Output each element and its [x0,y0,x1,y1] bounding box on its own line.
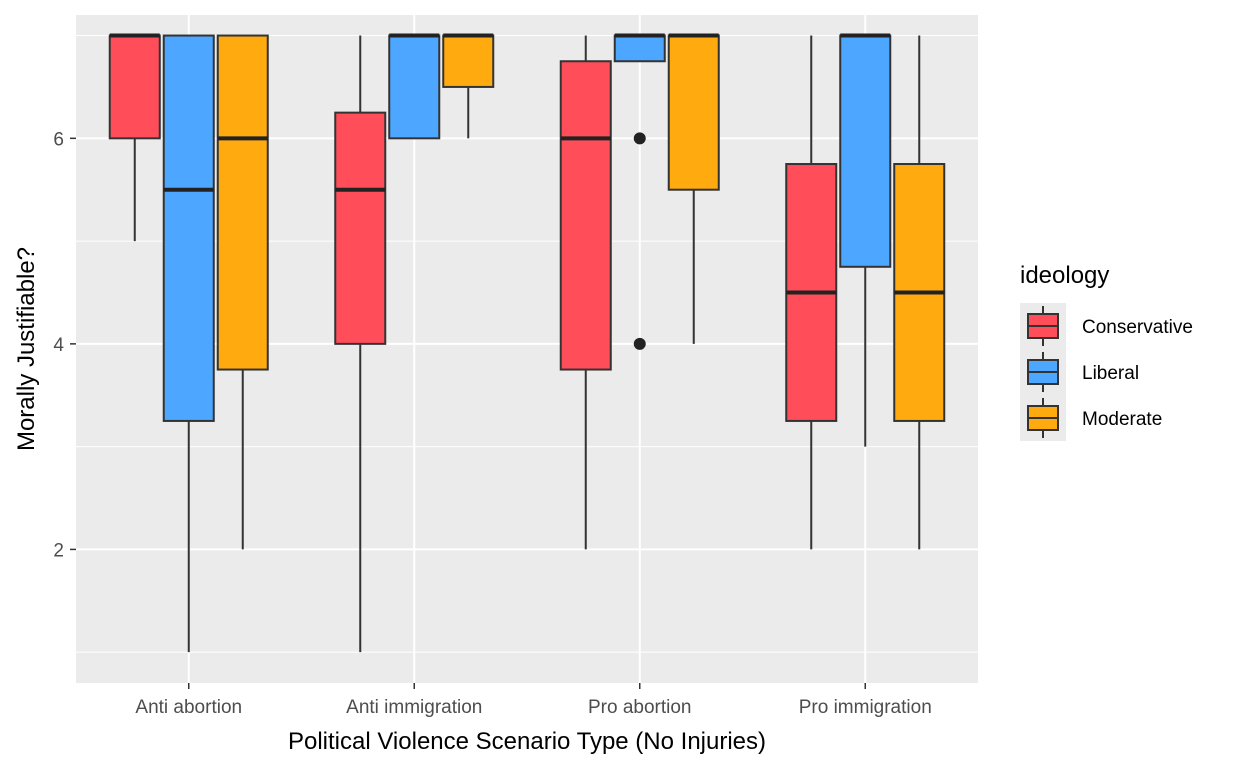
box-liberal-2 [613,33,666,350]
x-tick-label: Anti abortion [135,697,242,718]
box-conservative-3 [785,35,838,550]
x-tick-label: Pro immigration [799,697,932,718]
box-body [334,111,387,345]
box-body [108,34,161,140]
box-liberal-0 [162,34,215,653]
box-moderate-2 [667,33,720,344]
x-axis: Anti abortion Anti immigration Pro abortio… [135,683,932,718]
box-body [667,34,720,191]
legend-item-liberal: Liberal [1020,349,1139,395]
box-conservative-1 [334,35,387,653]
legend-item-moderate: Moderate [1020,395,1162,441]
x-tick-label: Anti immigration [346,697,482,718]
boxes-layer [108,33,946,653]
x-tick-label: Pro abortion [588,697,692,718]
y-axis: 2 4 6 [53,129,76,561]
legend: ideology Conservative Liberal Moderate [1020,262,1193,441]
box-body [388,34,441,140]
outlier-point [633,132,646,145]
legend-label: Conservative [1082,317,1193,338]
box-body [613,34,666,63]
y-tick-label: 6 [53,129,64,150]
y-tick-label: 4 [53,335,64,356]
box-moderate-0 [216,34,269,550]
x-axis-title: Political Violence Scenario Type (No Inj… [288,728,766,755]
box-moderate-1 [442,33,495,139]
y-tick-label: 2 [53,540,64,561]
box-body [442,34,495,88]
box-body [216,34,269,371]
box-conservative-0 [108,33,161,242]
outlier-point [633,337,646,350]
box-liberal-3 [839,33,892,447]
box-conservative-2 [559,35,612,550]
box-body [559,60,612,371]
y-axis-title: Morally Justifiable? [13,247,40,451]
box-body [839,34,892,268]
legend-label: Liberal [1082,363,1139,384]
legend-label: Moderate [1082,409,1162,430]
legend-title: ideology [1020,262,1109,289]
box-body [162,34,215,422]
box-liberal-1 [388,33,441,140]
legend-item-conservative: Conservative [1020,303,1193,349]
box-moderate-3 [893,35,946,550]
